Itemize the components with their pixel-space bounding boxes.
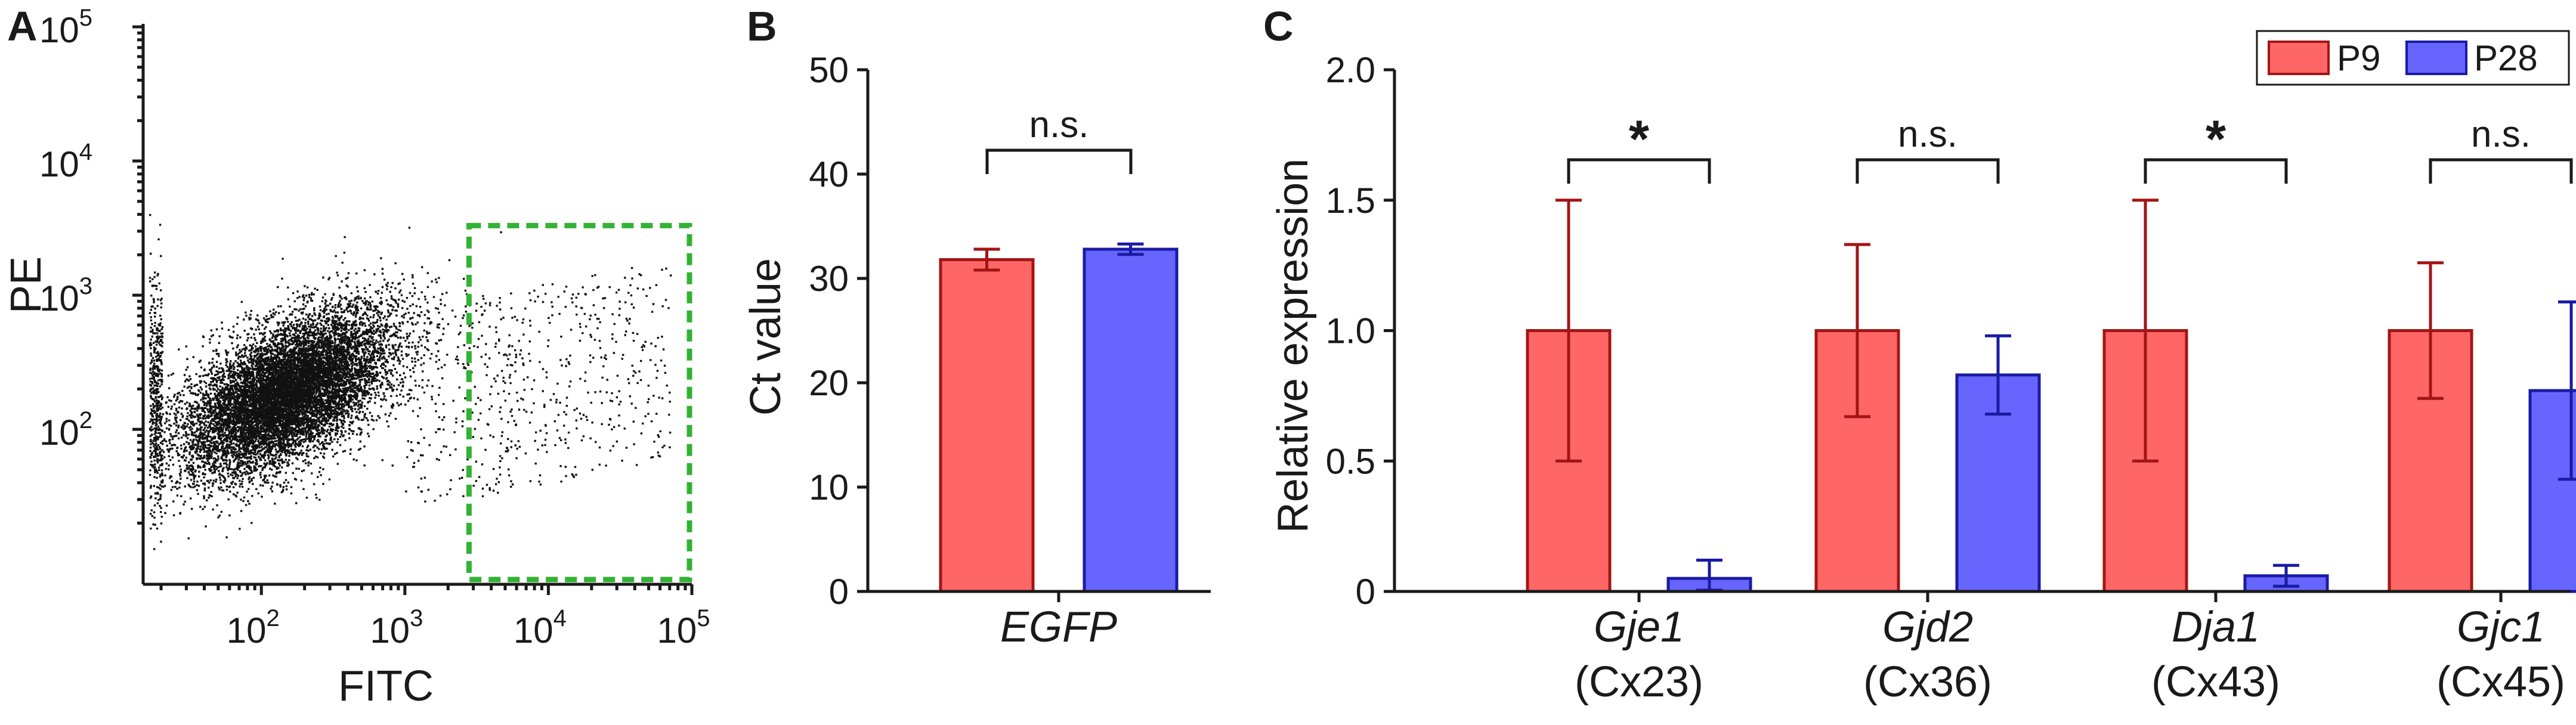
panel-a: A 102 103 104 105 102 103 104 105 PE FITC: [2, 3, 710, 710]
p28-bar: [2528, 389, 2576, 593]
legend: P9 P28: [2256, 30, 2570, 86]
y-tick-label: 105: [39, 5, 92, 50]
x-tick-label: 104: [514, 605, 567, 650]
y-tick-label: 0: [1356, 572, 1375, 612]
gene-name-label: Gjd2: [1882, 603, 1973, 651]
scatter-points: [149, 213, 672, 550]
significance-label: *: [2206, 109, 2226, 168]
y-tick-label: 103: [39, 273, 92, 318]
y-tick-label: 20: [809, 363, 849, 403]
significance-bracket: [1567, 158, 1711, 184]
x-tick-label: 102: [227, 605, 280, 650]
panel-c-letter: C: [1263, 3, 1294, 49]
y-tick-label: 50: [809, 50, 849, 90]
legend-p9-label: P9: [2337, 38, 2380, 78]
ct-value-chart: 0 10 20 30 40 50 EGFP n.s.: [809, 50, 1211, 651]
p28-bar: [1083, 247, 1179, 593]
y-tick-label: 30: [809, 259, 849, 299]
significance-label: n.s.: [1029, 104, 1089, 145]
panel-c: C 0 0.5 1.0 1.5 2.0 Gje1 (Cx23) * Gjd2 (Cx36) n.s.…: [1263, 3, 2576, 706]
y-tick-label: 104: [39, 139, 92, 184]
legend-p28-label: P28: [2474, 38, 2538, 78]
x-tick-label: 103: [370, 605, 423, 650]
gene-name-label: Dja1: [2172, 603, 2260, 651]
y-tick-label: 0: [829, 572, 849, 612]
significance-bracket: [2144, 158, 2288, 184]
gene-name-label: Gjc1: [2457, 603, 2545, 651]
significance-label: n.s.: [2471, 114, 2531, 155]
connexin-label: (Cx23): [1575, 658, 1703, 706]
relative-expression-axis-label: Relative expression: [1269, 159, 1317, 533]
significance-bracket: [2429, 158, 2573, 184]
ct-value-axis-label: Ct value: [742, 258, 790, 416]
panel-a-letter: A: [7, 3, 38, 49]
pe-axis-label: PE: [2, 256, 50, 314]
scatter-axes: 102 103 104 105 102 103 104 105: [39, 5, 710, 650]
y-tick-label: 102: [39, 407, 92, 453]
legend-p28-swatch: [2405, 41, 2467, 75]
y-tick-label: 10: [809, 467, 849, 507]
x-tick-label: 105: [657, 605, 710, 650]
significance-label: n.s.: [1898, 114, 1957, 155]
legend-p9-swatch: [2268, 41, 2330, 75]
x-category-label: EGFP: [1000, 603, 1117, 651]
significance-bracket: [1856, 158, 2000, 184]
relative-expression-chart: 0 0.5 1.0 1.5 2.0 Gje1 (Cx23) * Gjd2 (Cx36) n.s. Dj…: [1326, 50, 2576, 706]
connexin-label: (Cx43): [2151, 658, 2280, 706]
y-tick-label: 1.0: [1326, 311, 1375, 351]
connexin-label: (Cx45): [2436, 658, 2565, 706]
y-tick-label: 2.0: [1326, 50, 1375, 90]
panel-b-letter: B: [747, 3, 777, 49]
p9-bar: [939, 258, 1035, 593]
y-tick-label: 1.5: [1326, 181, 1375, 221]
gene-name-label: Gje1: [1594, 603, 1684, 651]
significance-label: *: [1629, 109, 1650, 168]
significance-bracket: [985, 148, 1133, 174]
scatter-points-path: [149, 213, 672, 550]
y-tick-label: 40: [809, 154, 849, 194]
panel-b: B 0 10 20 30 40 50 EGFP n.s. Ct value: [742, 3, 1211, 651]
fitc-axis-label: FITC: [338, 662, 434, 710]
y-tick-label: 0.5: [1326, 441, 1375, 481]
connexin-label: (Cx36): [1863, 658, 1992, 706]
gate-rectangle: [466, 222, 692, 583]
